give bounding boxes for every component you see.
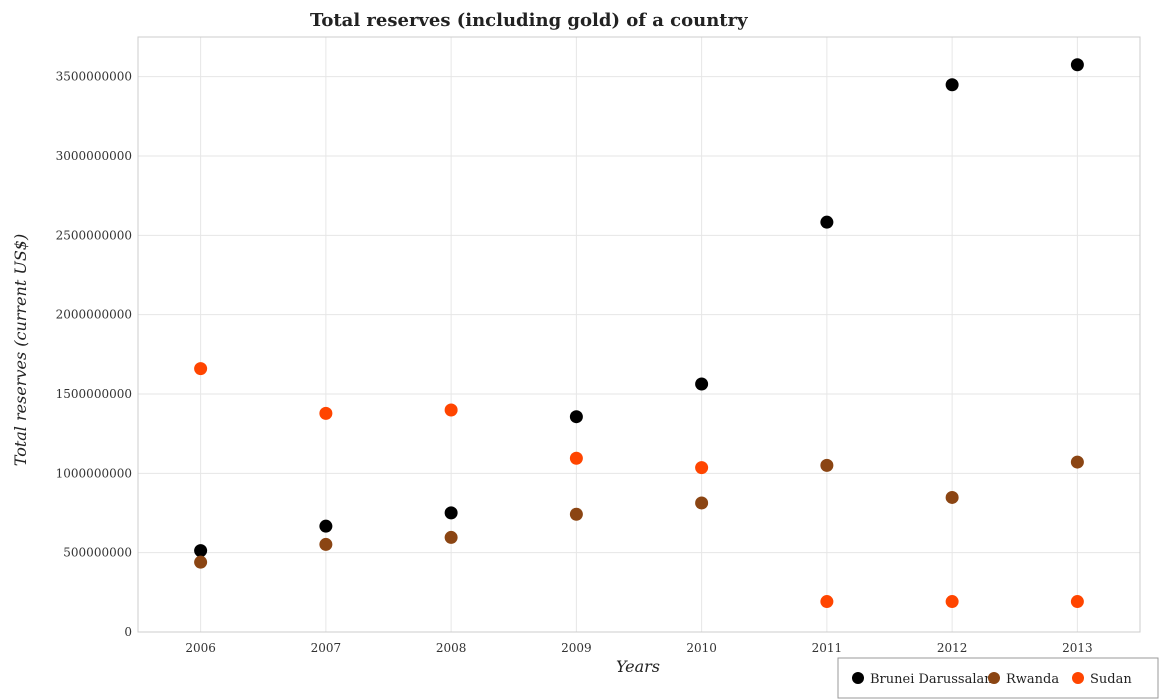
series-brunei-darussalam — [194, 58, 1084, 558]
data-point — [1070, 595, 1084, 609]
data-point — [820, 595, 834, 609]
data-point — [444, 530, 458, 544]
x-tick-label: 2006 — [185, 641, 216, 655]
y-axis-label: Total reserves (current US$) — [11, 234, 30, 466]
y-tick-label: 3000000000 — [56, 149, 132, 163]
x-tick-label: 2009 — [561, 641, 592, 655]
data-point — [319, 519, 333, 533]
y-tick-label: 1500000000 — [56, 387, 132, 401]
y-tick-label: 3500000000 — [56, 70, 132, 84]
legend-label: Sudan — [1090, 672, 1132, 687]
x-tick-label: 2013 — [1062, 641, 1093, 655]
data-point — [319, 537, 333, 551]
legend-marker — [852, 672, 864, 684]
data-point — [444, 506, 458, 520]
legend-marker — [1072, 672, 1084, 684]
data-point — [1070, 455, 1084, 469]
data-point — [1070, 58, 1084, 72]
data-point — [695, 496, 709, 510]
data-point — [820, 215, 834, 229]
data-point — [569, 507, 583, 521]
data-point — [945, 490, 959, 504]
y-tick-label: 2500000000 — [56, 228, 132, 242]
x-axis-label: Years — [616, 657, 660, 676]
data-point — [945, 595, 959, 609]
y-tick-label: 0 — [124, 625, 132, 639]
data-point — [820, 458, 834, 472]
data-point — [695, 461, 709, 475]
series-rwanda — [194, 455, 1084, 569]
y-tick-label: 1000000000 — [56, 466, 132, 480]
data-point — [319, 406, 333, 420]
data-point — [569, 410, 583, 424]
y-tick-label: 2000000000 — [56, 308, 132, 322]
legend-label: Rwanda — [1006, 672, 1059, 687]
legend: Brunei Darussalam Rwanda Sudan — [837, 657, 1159, 699]
chart-title: Total reserves (including gold) of a cou… — [310, 10, 748, 31]
x-tick-label: 2012 — [937, 641, 968, 655]
y-axis-ticks: 0 500000000 1000000000 1500000000 2000000000… — [56, 70, 132, 639]
data-point — [194, 555, 208, 569]
legend-label: Brunei Darussalam — [870, 672, 997, 687]
series-sudan — [194, 362, 1084, 609]
data-point — [569, 451, 583, 465]
data-point — [194, 544, 208, 558]
plot-frame — [137, 36, 1141, 633]
data-point — [945, 78, 959, 92]
data-point — [194, 362, 208, 376]
x-tick-label: 2008 — [436, 641, 467, 655]
data-point — [444, 403, 458, 417]
data-point — [695, 377, 709, 391]
data-points — [194, 58, 1084, 609]
legend-marker — [988, 672, 1000, 684]
y-tick-label: 500000000 — [63, 546, 132, 560]
x-tick-label: 2007 — [311, 641, 342, 655]
x-tick-label: 2011 — [812, 641, 843, 655]
grid — [138, 37, 1140, 633]
x-axis-ticks: 2006 2007 2008 2009 2010 2011 2012 2013 — [185, 641, 1092, 655]
x-tick-label: 2010 — [686, 641, 717, 655]
